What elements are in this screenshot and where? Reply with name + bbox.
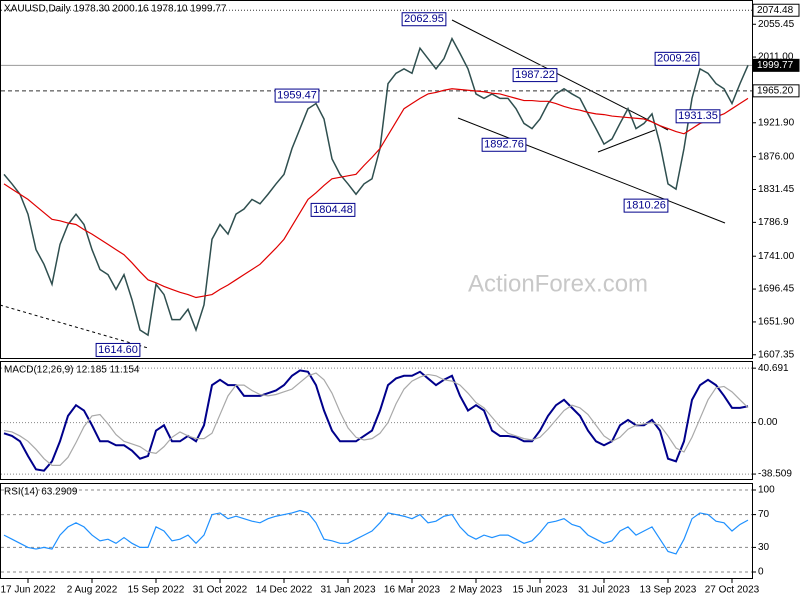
annotation-label: 1810.26 [626, 200, 666, 212]
y-tick-label: 70 [758, 509, 770, 520]
y-tick-label: 1651.90 [758, 317, 795, 328]
annotation-label: 1804.48 [313, 204, 353, 216]
annotation-label: 1931.35 [678, 110, 718, 122]
y-tick-label: 2011.00 [758, 52, 794, 63]
annotation-label: 2062.95 [404, 13, 444, 25]
annotation-box [512, 68, 558, 83]
x-tick-label: 15 Jun 2023 [512, 585, 567, 596]
trend-lines [0, 19, 726, 349]
y-tick-label: 1876.00 [758, 151, 795, 162]
y-tick-label: 1607.35 [758, 349, 795, 360]
channel-lower [457, 117, 726, 224]
annotation-box [95, 342, 141, 357]
x-tick-label: 13 Sep 2023 [640, 585, 697, 596]
annotation-label: 1614.60 [98, 344, 138, 356]
x-tick-label: 14 Dec 2022 [256, 585, 313, 596]
annotation-box [481, 137, 527, 152]
x-tick-label: 17 Jun 2022 [0, 585, 55, 596]
y-tick-label: 1741.00 [758, 251, 795, 262]
y-tick-label: 1921.90 [758, 117, 795, 128]
x-tick-label: 31 Jul 2023 [578, 585, 630, 596]
x-tick-label: 15 Sep 2022 [128, 585, 185, 596]
annotation-box [401, 12, 447, 27]
annotation-box [675, 109, 721, 124]
series-line [3, 372, 749, 466]
x-tick-label: 31 Jan 2023 [320, 585, 375, 596]
channel-upper [451, 19, 669, 131]
level-label: 2074.48 [757, 5, 794, 16]
series-line [3, 36, 749, 337]
level-label: 1999.77 [757, 60, 794, 71]
y-tick-label: 1786.9 [758, 217, 789, 228]
annotation-box [274, 88, 320, 103]
y-tick-label: 0.00 [758, 417, 778, 428]
x-tick-label: 31 Oct 2022 [193, 585, 248, 596]
level-label-box [752, 58, 800, 72]
y-tick-label: 2055.45 [758, 19, 795, 30]
watermark: ActionForex.com [468, 270, 648, 297]
series-line [3, 509, 749, 555]
x-tick-label: 27 Oct 2023 [705, 585, 760, 596]
support-line [0, 304, 149, 349]
price-panel [0, 0, 753, 359]
panel-title: XAUUSD,Daily 1978.30 2000.16 1978.10 199… [4, 4, 227, 15]
x-tick-label: 2 May 2023 [450, 585, 503, 596]
x-tick-label: 2 Aug 2022 [67, 585, 118, 596]
annotation-box [310, 202, 356, 217]
annotation-label: 1959.47 [277, 89, 317, 101]
y-tick-label: 40.691 [758, 363, 789, 374]
annotation-box [623, 198, 669, 213]
series-line [3, 88, 749, 299]
y-tick-label: 1831.45 [758, 184, 795, 195]
y-tick-label: 30 [758, 542, 770, 553]
level-label-box [752, 3, 800, 17]
annotation-label: 1892.76 [484, 139, 524, 151]
annotation-label: 1987.22 [515, 69, 555, 81]
annotation-box [654, 51, 700, 66]
level-label: 1965.20 [757, 85, 794, 96]
x-tick-label: 16 Mar 2023 [384, 585, 441, 596]
rsi-panel [0, 483, 753, 579]
series-line [3, 369, 749, 472]
triangle-line [597, 129, 656, 153]
level-label-box [752, 84, 800, 98]
y-tick-label: 100 [758, 485, 775, 496]
panel-title: MACD(12,26,9) 12.185 11.154 [4, 365, 140, 376]
panel-title: RSI(14) 63.2909 [4, 487, 78, 498]
annotation-label: 2009.26 [657, 53, 697, 65]
y-tick-label: -38.509 [758, 469, 792, 480]
y-tick-label: 1696.45 [758, 284, 795, 295]
y-tick-label: 0 [758, 567, 764, 578]
